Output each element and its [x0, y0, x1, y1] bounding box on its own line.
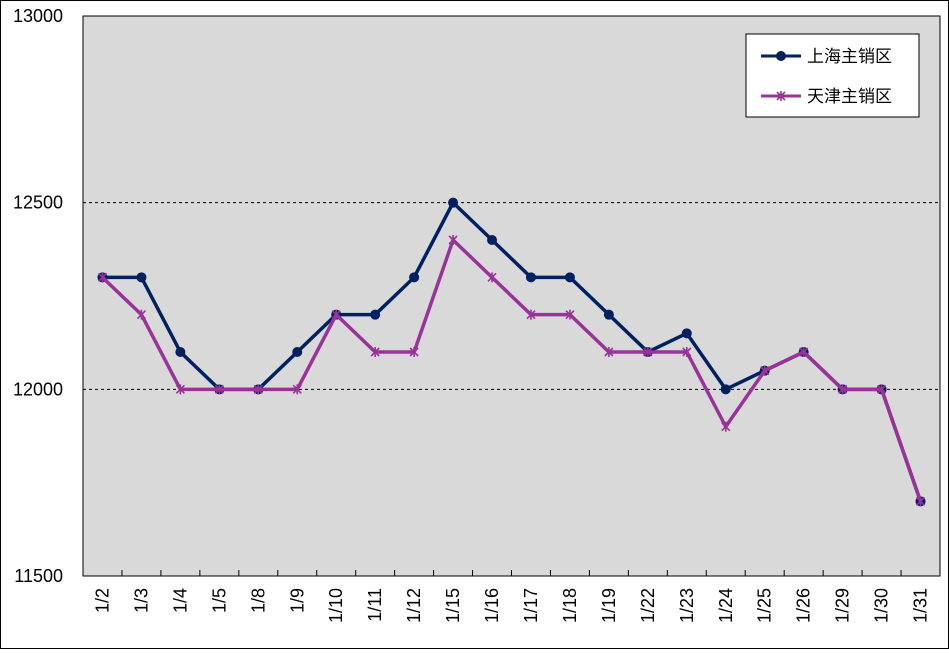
data-point	[564, 272, 575, 283]
data-point	[409, 347, 419, 357]
x-tick-label: 1/8	[248, 588, 268, 613]
x-axis: 1/2 1/3 1/4 1/5 1/8 1/9 1/10 1/11 1/12 1/15 1/16 1/…	[82, 570, 941, 623]
data-point	[487, 235, 498, 245]
x-tick-label: 1/17	[521, 588, 541, 623]
data-point	[720, 384, 731, 395]
x-tick-label: 1/29	[833, 588, 853, 623]
x-tick-label: 1/16	[482, 588, 502, 623]
x-tick-label: 1/10	[326, 588, 346, 623]
data-point	[370, 347, 380, 357]
legend-marker-tianjin	[776, 91, 786, 101]
data-point	[253, 384, 263, 395]
y-tick-label: 12000	[13, 379, 63, 399]
legend: 上海主销区 天津主销区	[745, 33, 920, 118]
data-point	[331, 309, 341, 320]
x-tick-label: 1/23	[677, 588, 697, 623]
data-point	[292, 347, 303, 357]
data-point	[175, 347, 186, 357]
data-point	[877, 384, 887, 395]
series-layer	[97, 197, 926, 507]
data-point	[370, 309, 381, 320]
x-tick-label: 1/15	[443, 588, 463, 623]
data-point	[448, 197, 459, 208]
data-point	[525, 272, 536, 283]
data-point	[760, 365, 770, 376]
data-point	[136, 272, 147, 283]
x-tick-label: 1/11	[365, 588, 385, 622]
data-point	[681, 328, 692, 339]
legend-marker-shanghai	[776, 51, 786, 61]
x-tick-label: 1/25	[755, 588, 775, 623]
data-point	[526, 309, 536, 320]
y-tick-label: 13000	[13, 6, 63, 26]
series-line-1	[101, 236, 923, 502]
legend-label-shanghai: 上海主销区	[807, 47, 892, 67]
y-tick-label: 12500	[13, 193, 63, 213]
x-tick-label: 1/30	[872, 588, 892, 623]
y-tick-label: 11500	[14, 566, 63, 586]
data-point	[565, 309, 575, 320]
x-tick-label: 1/24	[716, 588, 736, 623]
x-tick-label: 1/22	[638, 588, 658, 623]
data-point	[136, 309, 146, 320]
x-tick-label: 1/18	[560, 588, 580, 623]
data-point	[214, 384, 224, 395]
data-point	[721, 421, 731, 432]
legend-box	[745, 33, 920, 118]
x-tick-label: 1/2	[92, 588, 112, 613]
data-point	[915, 496, 926, 507]
data-point	[682, 347, 692, 357]
data-point	[448, 235, 458, 245]
x-tick-label: 1/3	[131, 588, 151, 613]
gridlines	[83, 202, 940, 390]
data-point	[175, 384, 185, 395]
x-tick-label: 1/5	[209, 588, 229, 613]
data-point	[487, 272, 497, 283]
x-tick-label: 1/19	[599, 588, 619, 623]
x-tick-label: 1/26	[794, 588, 814, 623]
data-point	[97, 272, 108, 283]
data-point	[409, 272, 420, 283]
data-point	[643, 347, 653, 357]
x-tick-label: 1/9	[287, 588, 307, 613]
data-point	[604, 347, 614, 357]
x-tick-label: 1/4	[170, 588, 190, 613]
y-axis: 11500 12000 12500 13000	[13, 6, 63, 586]
data-point	[838, 384, 848, 395]
x-tick-label: 1/31	[911, 588, 931, 623]
x-tick-label: 1/12	[404, 588, 424, 623]
data-point	[799, 347, 809, 357]
data-point	[603, 309, 614, 320]
data-point	[292, 384, 302, 395]
legend-label-tianjin: 天津主销区	[807, 87, 892, 107]
